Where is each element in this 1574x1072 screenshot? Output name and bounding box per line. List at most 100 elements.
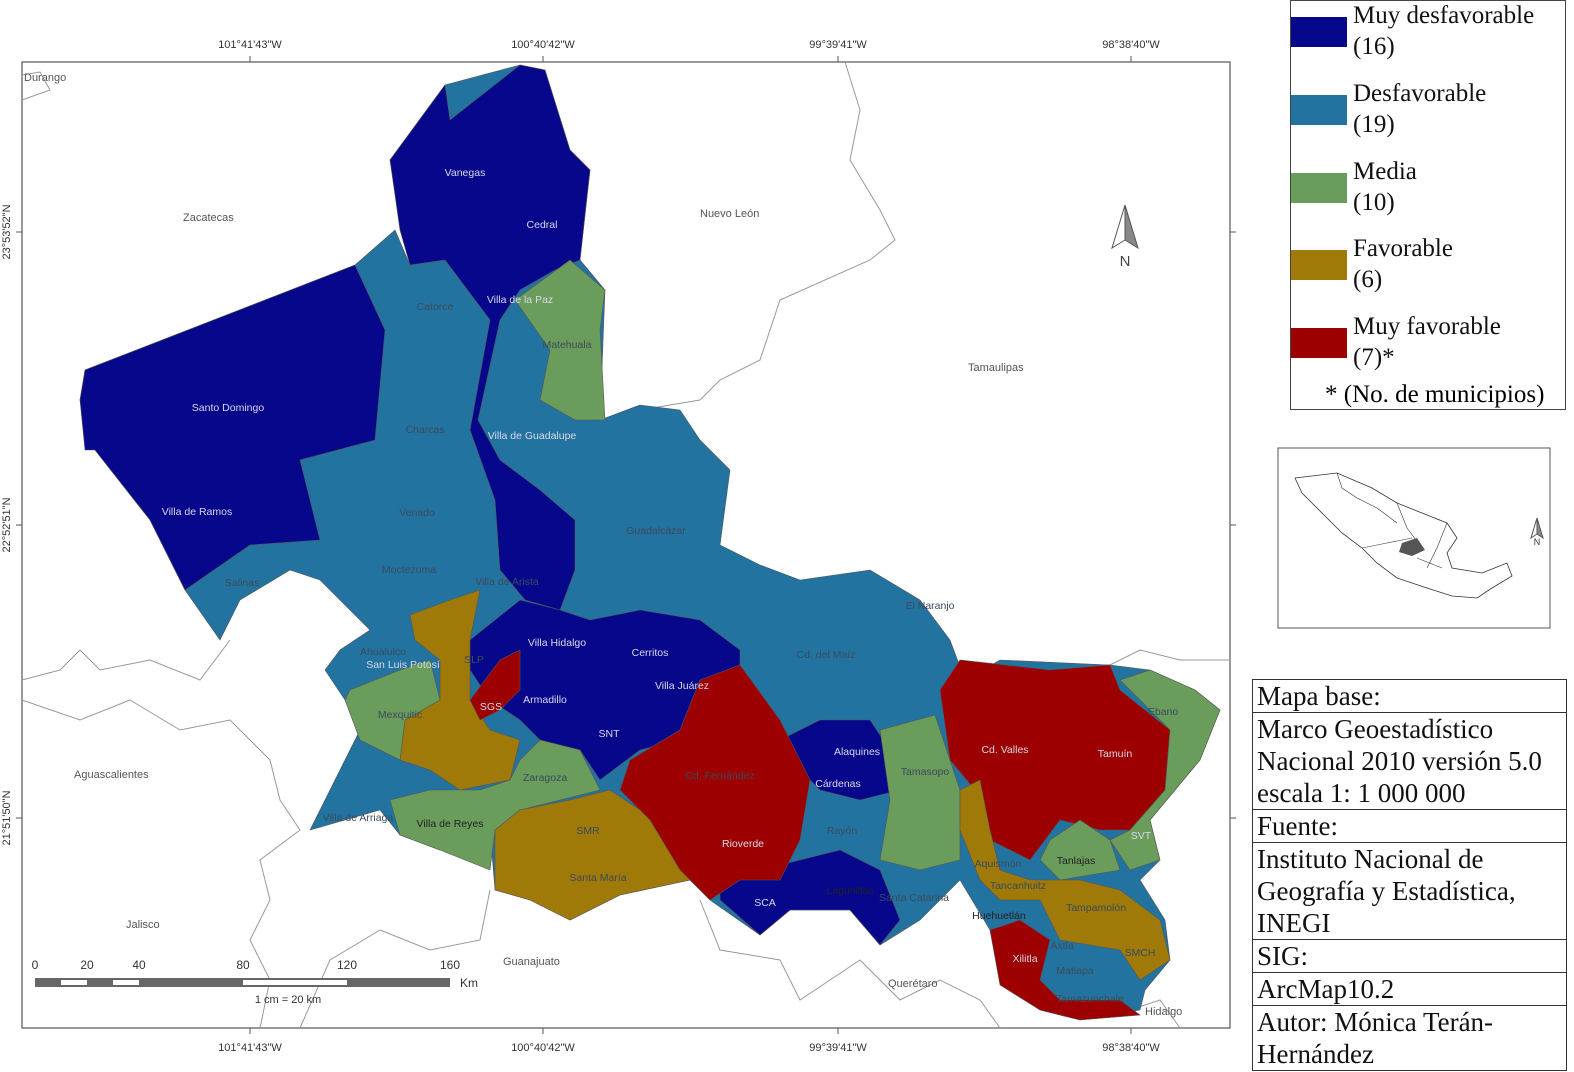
municipality-label: SGS	[480, 701, 502, 713]
municipality-label: Salinas	[225, 577, 259, 589]
legend-label: Muy favorable	[1353, 313, 1501, 340]
municipality-label: SMCH	[1125, 947, 1156, 959]
municipality-label: SVT	[1131, 830, 1152, 842]
longitude-label: 99°39'41"W	[809, 1042, 867, 1054]
region-muy-favorable	[469, 649, 521, 721]
municipality-label: Moctezuma	[382, 564, 436, 576]
municipality-label: Santa María	[569, 872, 626, 884]
legend-count: (6)	[1353, 266, 1383, 293]
info-row: Mapa base:	[1253, 680, 1566, 713]
municipality-label: Villa Juárez	[655, 680, 709, 692]
municipality-label: Lagunillas	[826, 885, 873, 897]
municipality-label: Ebano	[1148, 706, 1179, 718]
municipality-polygons	[79, 64, 1221, 1021]
inset-north-label: N	[1534, 537, 1541, 547]
municipality-label: Villa de Arriaga	[323, 812, 394, 824]
legend-count: (7)*	[1353, 344, 1395, 371]
region-muy-desfavorable	[79, 264, 386, 591]
legend-swatch	[1291, 173, 1347, 203]
municipality-label: Tamazunchale	[1056, 993, 1124, 1005]
municipality-label: Catorce	[417, 301, 454, 313]
slp-highlight	[1399, 538, 1425, 556]
longitude-label: 100°40'42"W	[511, 39, 575, 51]
legend-label: Desfavorable	[1353, 80, 1487, 107]
legend-label: Muy desfavorable	[1353, 2, 1535, 29]
legend-count: (19)	[1353, 111, 1395, 138]
municipality-label: Alaquines	[834, 746, 880, 758]
municipality-label: Rayón	[827, 825, 858, 837]
legend-count: (10)	[1353, 189, 1395, 216]
region-favorable	[399, 589, 521, 791]
municipality-label: Guadalcázar	[626, 525, 686, 537]
municipality-label: Tampamolón	[1066, 902, 1126, 914]
municipality-label: Ahualulco	[360, 646, 406, 658]
scale-tick: 80	[236, 958, 250, 972]
municipality-label: Aquismón	[975, 858, 1022, 870]
municipality-label: Armadillo	[523, 694, 567, 706]
municipality-label: SLP	[464, 654, 484, 666]
latitude-label: 23°53'52"N	[1, 204, 13, 259]
region-muy-favorable	[619, 664, 811, 901]
state-label: Durango	[24, 72, 66, 84]
municipality-labels: Vanegas Cedral Catorce Villa de la Paz M…	[162, 167, 1179, 1005]
legend-swatch	[1291, 250, 1347, 280]
municipality-label: Xilitla	[1012, 953, 1037, 965]
municipality-label: Villa de Arista	[475, 576, 539, 588]
region-media	[344, 659, 441, 761]
state-label: Jalisco	[126, 919, 160, 931]
municipality-label: Tanlajas	[1057, 855, 1096, 867]
state-borders	[21, 61, 1230, 1029]
longitude-label: 99°39'41"W	[809, 39, 867, 51]
municipality-label: Cd. Fernández	[685, 770, 754, 782]
municipality-label: Villa de la Paz	[487, 294, 553, 306]
municipality-label: SNT	[599, 728, 621, 740]
mexico-states	[1336, 472, 1448, 569]
state-label: Aguascalientes	[74, 769, 149, 781]
region-favorable	[959, 779, 1171, 981]
municipality-label: Villa de Reyes	[417, 818, 484, 830]
north-label: N	[1120, 253, 1131, 270]
municipality-label: Matehuala	[542, 339, 591, 351]
legend-swatch	[1291, 17, 1347, 47]
state-label: Hidalgo	[1145, 1006, 1182, 1018]
municipality-label: Charcas	[405, 424, 444, 436]
municipality-label: Mexquitic	[378, 709, 422, 721]
longitude-label: 101°41'43"W	[218, 1042, 282, 1054]
region-muy-desfavorable	[389, 64, 591, 611]
state-labels: Durango Zacatecas Nuevo León Tamaulipas …	[24, 72, 1182, 1018]
state-label: Guanajuato	[503, 956, 560, 968]
municipality-label: Cd. del Maíz	[797, 649, 856, 661]
municipality-label: Matlapa	[1056, 965, 1094, 977]
municipality-label: SCA	[754, 897, 776, 909]
longitude-label: 98°38'40"W	[1102, 39, 1160, 51]
state-label: Nuevo León	[700, 208, 759, 220]
municipality-label: Cd. Valles	[981, 744, 1028, 756]
longitude-label: 101°41'43"W	[218, 39, 282, 51]
region-media	[1039, 819, 1121, 881]
info-row: Autor: Mónica Terán-Hernández	[1257, 1007, 1494, 1069]
scale-tick: 0	[32, 958, 39, 972]
latitude-label: 21°51'50"N	[1, 790, 13, 845]
municipality-label: Tamuín	[1098, 748, 1133, 760]
info-row: ArcMap10.2	[1253, 973, 1566, 1006]
scale-tick: 40	[132, 958, 146, 972]
map: 101°41'43"W 100°40'42"W 99°39'41"W 98°38…	[1, 39, 1236, 1054]
legend-label: Favorable	[1353, 235, 1453, 262]
municipality-label: Axtla	[1050, 940, 1074, 952]
municipality-label: Cerritos	[632, 647, 669, 659]
municipality-label: Villa Hidalgo	[528, 637, 586, 649]
municipality-label: SMR	[576, 825, 600, 837]
municipality-label: Venado	[399, 507, 435, 519]
region-media	[1109, 669, 1221, 871]
region-media	[879, 714, 961, 871]
scale-unit: Km	[460, 976, 478, 990]
scale-tick: 120	[337, 958, 357, 972]
longitude-label: 98°38'40"W	[1102, 1042, 1160, 1054]
state-label: Querétaro	[888, 978, 938, 990]
municipality-label: Rioverde	[722, 838, 764, 850]
scale-bar: 0 20 40 80 120 160 Km 1 cm = 20 km	[32, 958, 478, 1006]
longitude-label: 100°40'42"W	[511, 1042, 575, 1054]
municipality-label: Huehuetlán	[972, 910, 1026, 922]
municipality-label: Cárdenas	[815, 778, 861, 790]
legend-label: Media	[1353, 158, 1417, 185]
